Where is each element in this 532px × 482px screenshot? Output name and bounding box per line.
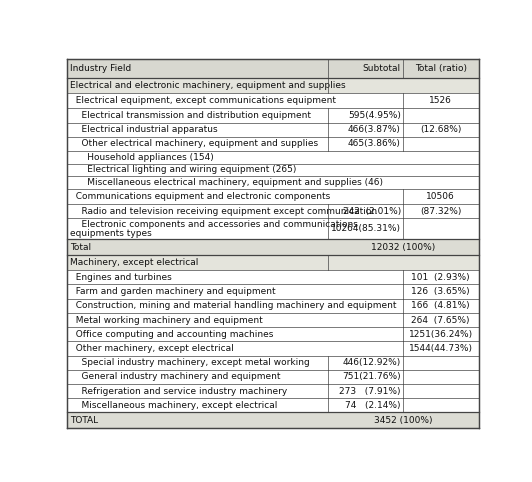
Text: (87.32%): (87.32%)	[420, 206, 461, 215]
Bar	[66, 122, 479, 137]
Text: 10264(85.31%): 10264(85.31%)	[331, 224, 401, 233]
Bar	[66, 384, 479, 398]
Bar	[66, 255, 479, 270]
Bar	[66, 94, 479, 108]
Text: Miscellaneous machinery, except electrical: Miscellaneous machinery, except electric…	[70, 401, 277, 410]
Text: Office computing and accounting machines: Office computing and accounting machines	[70, 330, 273, 339]
Text: 273   (7.91%): 273 (7.91%)	[339, 387, 401, 396]
Bar	[66, 240, 479, 255]
Text: Refrigeration and service industry machinery: Refrigeration and service industry machi…	[70, 387, 287, 396]
Text: (12.68%): (12.68%)	[420, 125, 461, 134]
Bar	[66, 204, 479, 218]
Bar	[66, 299, 479, 313]
Text: 465(3.86%): 465(3.86%)	[348, 139, 401, 148]
Bar	[66, 59, 479, 79]
Bar	[66, 137, 479, 151]
Text: Total (ratio): Total (ratio)	[414, 64, 467, 73]
Bar	[66, 189, 479, 204]
Text: TOTAL: TOTAL	[70, 416, 98, 425]
Text: equipments types: equipments types	[70, 229, 152, 238]
Bar	[66, 398, 479, 413]
Text: 1544(44.73%): 1544(44.73%)	[409, 344, 472, 353]
Text: Other machinery, except electrical: Other machinery, except electrical	[70, 344, 234, 353]
Text: 74   (2.14%): 74 (2.14%)	[345, 401, 401, 410]
Bar	[66, 163, 479, 176]
Text: Household appliances (154): Household appliances (154)	[70, 153, 213, 162]
Text: 10506: 10506	[426, 192, 455, 201]
Text: Total: Total	[70, 243, 91, 252]
Text: 166  (4.81%): 166 (4.81%)	[411, 301, 470, 310]
Text: 242  (2.01%): 242 (2.01%)	[343, 206, 401, 215]
Text: 3452 (100%): 3452 (100%)	[375, 416, 433, 425]
Text: Miscellaneous electrical machinery, equipment and supplies (46): Miscellaneous electrical machinery, equi…	[70, 178, 383, 187]
Text: Industry Field: Industry Field	[70, 64, 131, 73]
Bar	[66, 341, 479, 356]
Text: Special industry machinery, except metal working: Special industry machinery, except metal…	[70, 358, 310, 367]
Text: Metal working machinery and equipment: Metal working machinery and equipment	[70, 316, 263, 324]
Text: Electronic components and accessories and communications: Electronic components and accessories an…	[70, 220, 358, 228]
Bar	[66, 79, 479, 94]
Bar	[66, 313, 479, 327]
Text: Subtotal: Subtotal	[363, 64, 401, 73]
Text: General industry machinery and equipment: General industry machinery and equipment	[70, 373, 280, 381]
Text: 264  (7.65%): 264 (7.65%)	[411, 316, 470, 324]
Text: 466(3.87%): 466(3.87%)	[348, 125, 401, 134]
Bar	[66, 413, 479, 428]
Text: Electrical industrial apparatus: Electrical industrial apparatus	[70, 125, 218, 134]
Text: Electrical lighting and wiring equipment (265): Electrical lighting and wiring equipment…	[70, 165, 296, 174]
Text: 12032 (100%): 12032 (100%)	[371, 243, 436, 252]
Text: Engines and turbines: Engines and turbines	[70, 273, 171, 282]
Text: Farm and garden machinery and equipment: Farm and garden machinery and equipment	[70, 287, 276, 296]
Bar	[66, 284, 479, 299]
Text: Radio and television receiving equipment except communication: Radio and television receiving equipment…	[70, 206, 377, 215]
Text: Electrical equipment, except communications equipment: Electrical equipment, except communicati…	[70, 96, 336, 106]
Bar	[66, 176, 479, 189]
Bar	[66, 327, 479, 341]
Bar	[66, 270, 479, 284]
Text: 595(4.95%): 595(4.95%)	[348, 111, 401, 120]
Text: 1251(36.24%): 1251(36.24%)	[409, 330, 473, 339]
Bar	[66, 108, 479, 122]
Bar	[66, 370, 479, 384]
Text: Construction, mining and material handling machinery and equipment: Construction, mining and material handli…	[70, 301, 396, 310]
Text: 446(12.92%): 446(12.92%)	[343, 358, 401, 367]
Text: 1526: 1526	[429, 96, 452, 106]
Text: Communications equipment and electronic components: Communications equipment and electronic …	[70, 192, 330, 201]
Text: Electrical and electronic machinery, equipment and supplies: Electrical and electronic machinery, equ…	[70, 81, 345, 90]
Bar	[66, 356, 479, 370]
Text: 101  (2.93%): 101 (2.93%)	[411, 273, 470, 282]
Text: Other electrical machinery, equipment and supplies: Other electrical machinery, equipment an…	[70, 139, 318, 148]
Bar	[66, 218, 479, 240]
Text: 751(21.76%): 751(21.76%)	[342, 373, 401, 381]
Text: Electrical transmission and distribution equipment: Electrical transmission and distribution…	[70, 111, 311, 120]
Text: Machinery, except electrical: Machinery, except electrical	[70, 258, 198, 267]
Bar	[66, 151, 479, 163]
Text: 126  (3.65%): 126 (3.65%)	[411, 287, 470, 296]
